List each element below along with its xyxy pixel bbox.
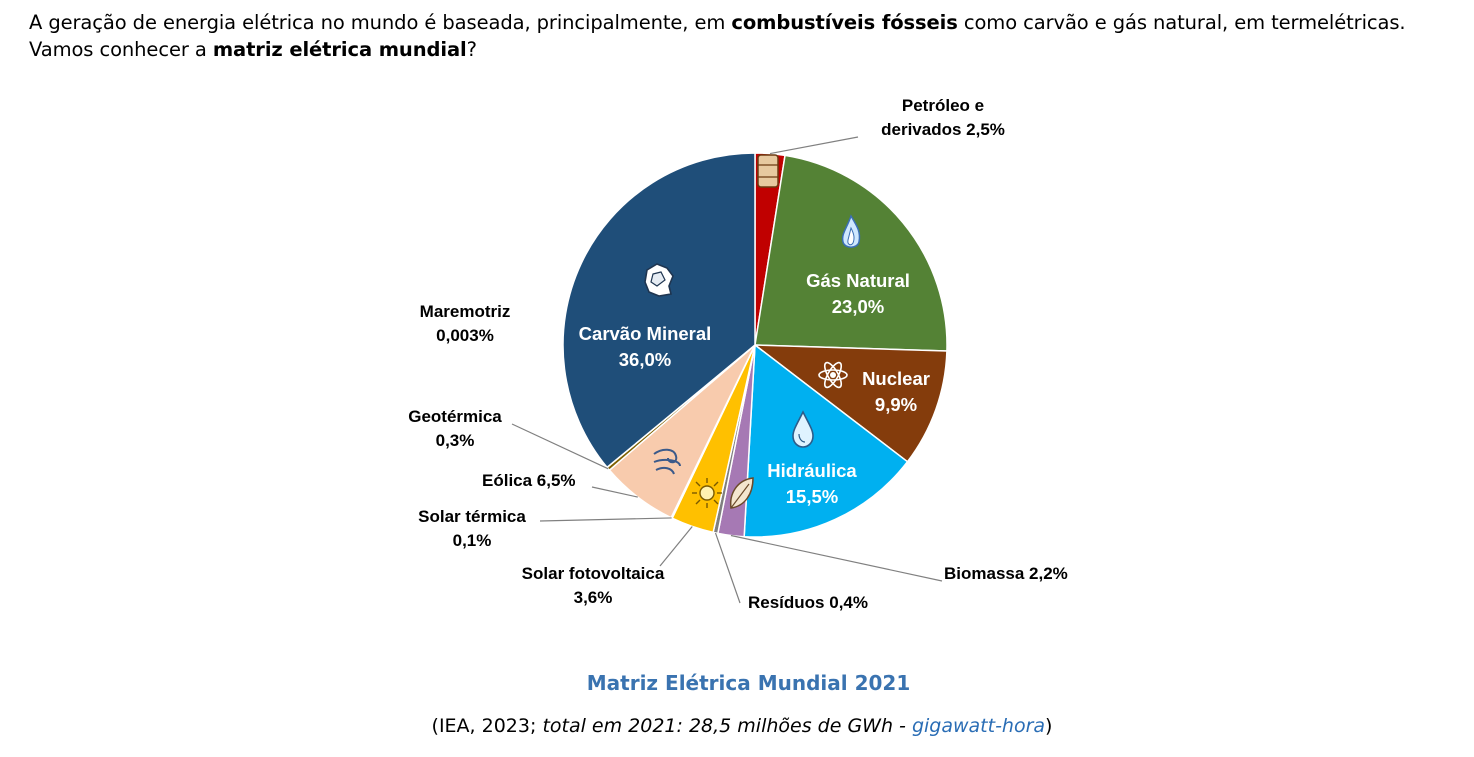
chart-title: Matriz Elétrica Mundial 2021 <box>586 671 911 695</box>
wind-icon <box>653 448 681 475</box>
label-carvao-value: 36,0% <box>618 349 672 370</box>
label-gas-natural: Gás Natural 23,0% <box>788 268 928 320</box>
slice-icons <box>644 154 861 509</box>
leader-line-solar-t-rmica <box>539 517 672 522</box>
oil-barrel-icon <box>757 154 779 188</box>
label-gas-name: Gás Natural <box>806 270 910 291</box>
label-maremotriz-value: 0,003% <box>436 326 494 345</box>
label-gas-value: 23,0% <box>831 296 885 317</box>
label-geotermica: Geotérmica 0,3% <box>393 405 517 453</box>
label-residuos-text: Resíduos 0,4% <box>748 593 868 612</box>
pie-slice-carv-o-mineral <box>562 152 756 469</box>
label-solar-termica-name: Solar térmica <box>418 507 526 526</box>
label-petroleo-line2: derivados 2,5% <box>881 120 1005 139</box>
label-nuclear-value: 9,9% <box>874 394 918 415</box>
leader-line-solar-fotovoltaica <box>659 526 693 567</box>
label-carvao: Carvão Mineral 36,0% <box>565 321 725 373</box>
pie-slices <box>562 152 948 538</box>
pie-slice-g-s-natural <box>754 154 948 352</box>
label-nuclear-name: Nuclear <box>862 368 930 389</box>
leader-lines <box>511 136 943 604</box>
pie-slice-hidr-ulica <box>743 343 909 538</box>
leaf-icon <box>729 477 754 509</box>
intro-text-1: A geração de energia elétrica no mundo é… <box>29 11 732 34</box>
label-solar-foto-value: 3,6% <box>573 588 613 607</box>
label-petroleo-line1: Petróleo e <box>901 96 985 115</box>
leader-line-biomassa <box>730 534 943 582</box>
source-open: (IEA, 2023; <box>431 715 543 737</box>
label-geotermica-name: Geotérmica <box>408 407 502 426</box>
leader-line-geot-rmica <box>511 423 609 470</box>
water-drop-icon <box>792 410 814 448</box>
label-residuos: Resíduos 0,4% <box>748 591 888 615</box>
source-italic: total em 2021: 28,5 milhões de GWh - <box>542 715 912 737</box>
pie-slice-nuclear <box>752 344 948 463</box>
source-close: ) <box>1045 715 1053 737</box>
chart-source: (IEA, 2023; total em 2021: 28,5 milhões … <box>0 715 1474 737</box>
sun-icon <box>692 478 722 508</box>
leader-line-e-lica <box>591 486 638 498</box>
label-petroleo: Petróleo e derivados 2,5% <box>868 94 1018 142</box>
atom-icon <box>818 361 848 389</box>
label-hidraulica-name: Hidráulica <box>767 460 857 481</box>
label-geotermica-value: 0,3% <box>435 431 475 450</box>
coal-icon <box>644 263 674 297</box>
flame-icon <box>841 214 861 248</box>
leader-line-petr-leo-e-derivados <box>769 136 859 155</box>
intro-paragraph: A geração de energia elétrica no mundo é… <box>29 9 1459 63</box>
label-carvao-name: Carvão Mineral <box>578 323 712 344</box>
intro-text-2: como carvão e gás natural, em termelétri… <box>29 11 1406 61</box>
label-eolica-text: Eólica 6,5% <box>482 471 576 490</box>
label-solar-termica-value: 0,1% <box>452 531 492 550</box>
label-hidraulica-value: 15,5% <box>785 486 839 507</box>
gigawatt-hora-link[interactable]: gigawatt-hora <box>911 715 1046 737</box>
label-maremotriz: Maremotriz 0,003% <box>400 300 530 348</box>
label-solar-termica: Solar térmica 0,1% <box>402 505 542 553</box>
label-eolica: Eólica 6,5% <box>482 469 592 493</box>
intro-bold-world-matrix: matriz elétrica mundial <box>212 38 467 61</box>
label-biomassa-text: Biomassa 2,2% <box>944 564 1068 583</box>
label-hidraulica: Hidráulica 15,5% <box>752 458 872 510</box>
intro-bold-fossil-fuels: combustíveis fósseis <box>731 11 958 34</box>
label-solar-foto-name: Solar fotovoltaica <box>521 564 665 583</box>
label-nuclear: Nuclear 9,9% <box>846 366 946 418</box>
label-biomassa: Biomassa 2,2% <box>944 562 1089 586</box>
leader-line-res-duos <box>714 532 741 604</box>
label-maremotriz-name: Maremotriz <box>419 302 511 321</box>
label-solar-fotovoltaica: Solar fotovoltaica 3,6% <box>508 562 678 610</box>
intro-text-3: ? <box>466 38 477 61</box>
